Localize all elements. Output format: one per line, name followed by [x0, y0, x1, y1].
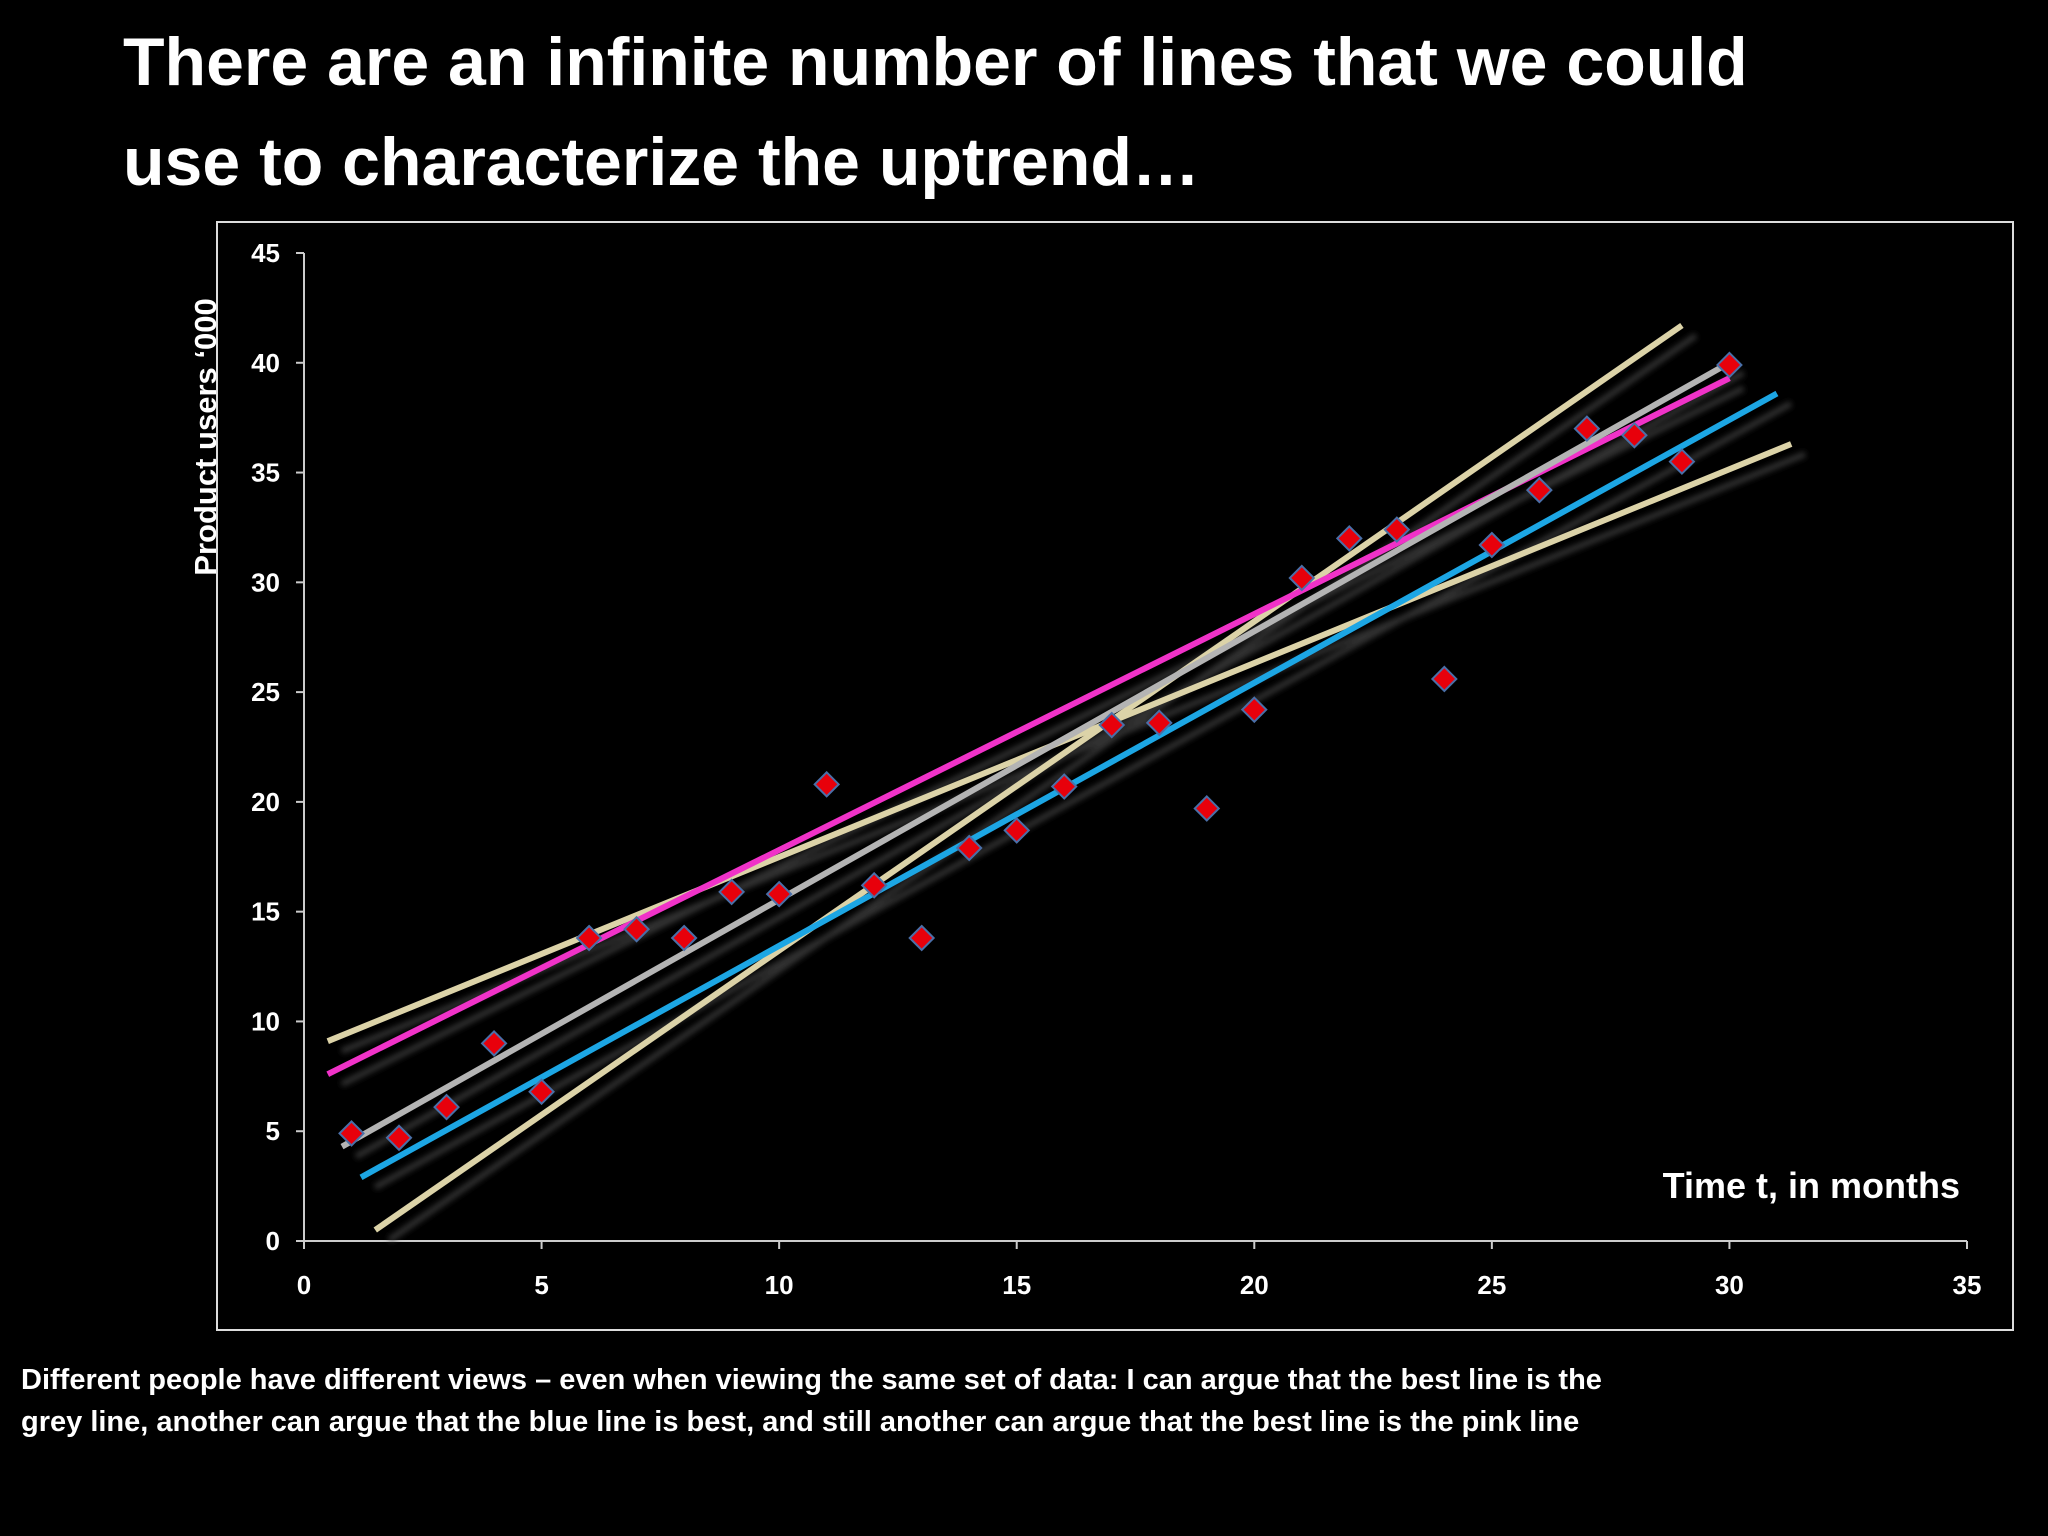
x-tick-label: 20	[1240, 1270, 1269, 1300]
x-tick-label: 15	[1002, 1270, 1031, 1300]
data-point	[1573, 415, 1601, 443]
y-tick-label: 25	[251, 677, 280, 707]
y-axis-label: Product users ‘000	[188, 298, 223, 575]
data-point	[1620, 421, 1648, 449]
x-tick-label: 10	[765, 1270, 794, 1300]
data-point	[1716, 351, 1743, 379]
data-point	[1430, 665, 1458, 693]
data-point	[1478, 531, 1506, 559]
x-tick-label: 5	[534, 1270, 548, 1300]
data-point	[1288, 564, 1316, 592]
slide-title: There are an infinite number of lines th…	[123, 24, 1748, 100]
y-tick-label: 5	[266, 1116, 280, 1146]
caption: grey line, another can argue that the bl…	[21, 1406, 1579, 1438]
data-point	[338, 1120, 365, 1147]
x-tick-label: 30	[1715, 1270, 1744, 1300]
data-point	[433, 1093, 460, 1121]
trend-line	[340, 360, 1731, 1150]
data-point	[718, 878, 746, 906]
y-tick-label: 0	[266, 1226, 280, 1256]
data-point	[1145, 709, 1173, 737]
y-tick-label: 40	[251, 348, 280, 378]
data-point	[1050, 773, 1078, 800]
y-tick-label: 30	[251, 567, 280, 597]
data-point	[623, 915, 651, 943]
data-point	[1383, 516, 1411, 544]
data-point	[670, 924, 698, 952]
data-point	[1240, 696, 1268, 724]
data-point	[955, 834, 983, 862]
data-point	[908, 924, 936, 952]
data-point	[1335, 525, 1363, 552]
data-point	[528, 1078, 555, 1106]
x-tick-label: 0	[297, 1270, 311, 1300]
trend-line	[373, 322, 1684, 1233]
data-point	[1668, 448, 1696, 475]
caption: Different people have different views – …	[21, 1364, 1602, 1396]
y-tick-label: 35	[251, 458, 280, 488]
data-point	[1193, 795, 1221, 822]
data-point	[765, 880, 793, 908]
y-tick-label: 15	[251, 897, 280, 927]
y-tick-label: 20	[251, 787, 280, 817]
data-point	[385, 1124, 413, 1152]
y-tick-label: 45	[251, 238, 280, 268]
data-point	[1003, 817, 1031, 844]
data-point	[480, 1029, 508, 1057]
y-tick-label: 10	[251, 1006, 280, 1036]
data-point	[813, 770, 841, 798]
data-point	[575, 924, 603, 952]
chart-frame	[216, 221, 2014, 1331]
data-point	[1098, 711, 1126, 739]
x-axis-label: Time t, in months	[1663, 1165, 1960, 1206]
data-point	[1525, 476, 1553, 504]
x-tick-label: 35	[1953, 1270, 1982, 1300]
x-tick-label: 25	[1477, 1270, 1506, 1300]
data-point	[860, 871, 888, 899]
slide-title: use to characterize the uptrend…	[123, 124, 1200, 200]
